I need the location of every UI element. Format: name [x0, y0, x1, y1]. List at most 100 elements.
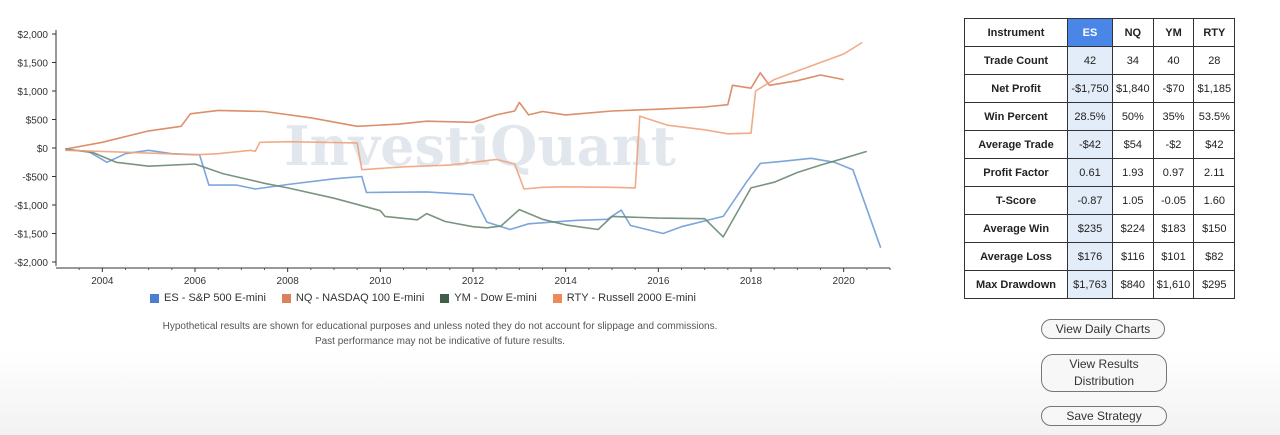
cell-nq: 50% — [1112, 102, 1154, 131]
legend-label: ES - S&P 500 E-mini — [164, 292, 266, 304]
x-tick-label: 2010 — [369, 276, 392, 287]
cell-nq: $54 — [1112, 130, 1154, 159]
cell-rty: 2.11 — [1193, 158, 1236, 187]
legend-swatch — [150, 293, 159, 303]
header-instrument: Instrument — [964, 18, 1068, 47]
cell-rty: $150 — [1193, 214, 1236, 243]
row-label: Max Drawdown — [964, 270, 1068, 299]
cell-es: $1,763 — [1067, 270, 1113, 299]
header-rty[interactable]: RTY — [1193, 18, 1236, 47]
table-row: Average Loss $176 $116 $101 $82 — [964, 242, 1236, 271]
table-row: Win Percent 28.5% 50% 35% 53.5% — [964, 102, 1236, 131]
row-label: Win Percent — [964, 102, 1068, 131]
cell-es: 28.5% — [1067, 102, 1113, 131]
cell-ym: -$2 — [1152, 130, 1195, 159]
cell-nq: $840 — [1112, 270, 1154, 299]
cell-es: 42 — [1067, 46, 1113, 75]
header-es[interactable]: ES — [1067, 18, 1113, 47]
legend-item-nq[interactable]: NQ - NASDAQ 100 E-mini — [281, 292, 425, 304]
x-tick-label: 2008 — [277, 276, 300, 287]
cell-ym: 0.97 — [1152, 158, 1195, 187]
table-row: Net Profit -$1,750 $1,840 -$70 $1,185 — [964, 74, 1236, 103]
y-tick-label: -$500 — [22, 173, 48, 184]
cell-rty: 1.60 — [1193, 186, 1236, 215]
x-tick-label: 2006 — [184, 276, 207, 287]
table-row: Profit Factor 0.61 1.93 0.97 2.11 — [964, 158, 1236, 187]
y-tick-label: -$1,000 — [14, 201, 48, 212]
row-label: Trade Count — [964, 46, 1068, 75]
chart-legend: ES - S&P 500 E-mini NQ - NASDAQ 100 E-mi… — [150, 292, 790, 304]
cell-ym: -0.05 — [1152, 186, 1195, 215]
button-label: View Daily Charts — [1055, 322, 1151, 336]
header-ym[interactable]: YM — [1152, 18, 1195, 47]
x-tick-label: 2012 — [462, 276, 485, 287]
cell-rty: $42 — [1193, 130, 1236, 159]
cell-es: $235 — [1067, 214, 1113, 243]
cell-es: -$1,750 — [1067, 74, 1113, 103]
legend-label: YM - Dow E-mini — [454, 292, 537, 304]
table-row: Trade Count 42 34 40 28 — [964, 46, 1236, 75]
cell-es: -$42 — [1067, 130, 1113, 159]
cell-nq: 34 — [1112, 46, 1154, 75]
cell-ym: $101 — [1152, 242, 1195, 271]
save-strategy-button[interactable]: Save Strategy — [1041, 406, 1167, 426]
cell-ym: $183 — [1152, 214, 1195, 243]
series-line-rty — [65, 41, 863, 190]
cell-nq: 1.93 — [1112, 158, 1154, 187]
cell-ym: 40 — [1152, 46, 1195, 75]
y-tick-label: $0 — [37, 144, 49, 155]
cell-es: -0.87 — [1067, 186, 1113, 215]
view-daily-charts-button[interactable]: View Daily Charts — [1041, 319, 1165, 339]
cell-rty: $1,185 — [1193, 74, 1236, 103]
row-label: Net Profit — [964, 74, 1068, 103]
cell-es: 0.61 — [1067, 158, 1113, 187]
row-label: Average Loss — [964, 242, 1068, 271]
view-results-distribution-button[interactable]: View Results Distribution — [1041, 354, 1167, 392]
legend-item-ym[interactable]: YM - Dow E-mini — [440, 292, 537, 304]
x-tick-label: 2004 — [91, 276, 114, 287]
y-tick-label: $1,000 — [17, 87, 48, 98]
series-line-nq — [65, 72, 844, 150]
series-line-ym — [65, 148, 868, 238]
performance-chart: InvestiQuant $2,000$1,500$1,000$500$0-$5… — [14, 30, 891, 287]
cell-es: $176 — [1067, 242, 1113, 271]
cell-ym: 35% — [1152, 102, 1195, 131]
cell-nq: 1.05 — [1112, 186, 1154, 215]
row-label: T-Score — [964, 186, 1068, 215]
legend-swatch — [440, 293, 450, 303]
disclaimer: Hypothetical results are shown for educa… — [80, 319, 800, 349]
y-tick-label: $2,000 — [17, 30, 48, 41]
legend-label: NQ - NASDAQ 100 E-mini — [295, 292, 425, 304]
cell-rty: 28 — [1193, 46, 1236, 75]
y-tick-label: -$2,000 — [14, 258, 48, 269]
x-tick-label: 2016 — [647, 276, 670, 287]
row-label: Average Win — [964, 214, 1068, 243]
table-row: Average Win $235 $224 $183 $150 — [964, 214, 1236, 243]
y-tick-label: $1,500 — [17, 59, 48, 70]
cell-rty: $295 — [1193, 270, 1236, 299]
legend-swatch — [281, 293, 291, 303]
cell-nq: $224 — [1112, 214, 1154, 243]
button-label-line-2: Distribution — [1073, 374, 1135, 388]
cell-rty: $82 — [1193, 242, 1236, 271]
row-label: Profit Factor — [964, 158, 1068, 187]
header-nq[interactable]: NQ — [1112, 18, 1154, 47]
button-label: Save Strategy — [1066, 409, 1142, 423]
cell-nq: $116 — [1112, 242, 1154, 271]
table-row: T-Score -0.87 1.05 -0.05 1.60 — [964, 186, 1236, 215]
legend-item-rty[interactable]: RTY - Russell 2000 E-mini — [552, 292, 696, 304]
cell-ym: -$70 — [1152, 74, 1195, 103]
table-row: Max Drawdown $1,763 $840 $1,610 $295 — [964, 270, 1236, 299]
legend-swatch — [552, 293, 562, 303]
legend-label: RTY - Russell 2000 E-mini — [566, 292, 696, 304]
instrument-stats-table: Instrument ES NQ YM RTY Trade Count 42 3… — [964, 18, 1236, 299]
x-tick-label: 2018 — [740, 276, 763, 287]
cell-nq: $1,840 — [1112, 74, 1154, 103]
disclaimer-line-2: Past performance may not be indicative o… — [314, 336, 566, 347]
y-tick-label: $500 — [26, 116, 49, 127]
legend-item-es[interactable]: ES - S&P 500 E-mini — [150, 292, 266, 304]
cell-ym: $1,610 — [1152, 270, 1195, 299]
cell-rty: 53.5% — [1193, 102, 1236, 131]
x-tick-label: 2014 — [555, 276, 578, 287]
button-label-line-1: View Results — [1069, 357, 1139, 371]
